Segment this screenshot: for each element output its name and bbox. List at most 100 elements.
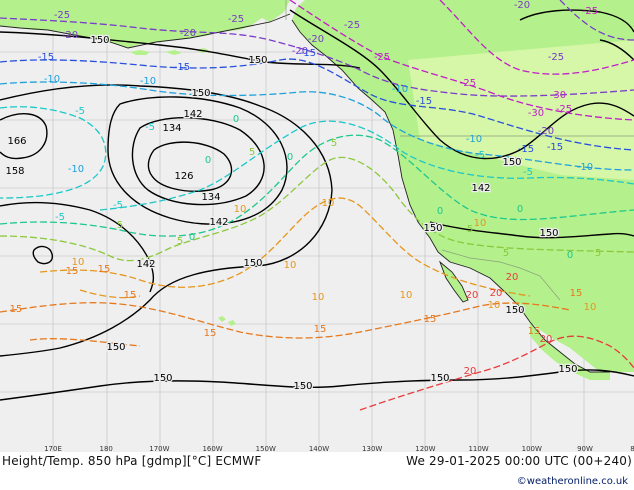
height-label: 142 — [209, 217, 228, 228]
source-credit: ©weatheronline.co.uk — [516, 476, 628, 487]
temperature-label: -5 — [75, 106, 85, 117]
height-label: 150 — [293, 381, 312, 392]
height-label: 150 — [248, 55, 267, 66]
height-label: 150 — [423, 223, 442, 234]
hawaii-islands — [218, 316, 236, 326]
height-label: 166 — [7, 136, 26, 147]
temperature-label: -5 — [475, 150, 485, 161]
temperature-label: 10 — [284, 260, 297, 271]
temperature-label: 10 — [72, 257, 85, 268]
height-label: 150 — [539, 228, 558, 239]
temperature-label: -10 — [466, 134, 482, 145]
temperature-label: -25 — [460, 78, 476, 89]
height-label: 150 — [90, 35, 109, 46]
temperature-label: 5 — [503, 248, 509, 259]
temperature-label: 0 — [233, 114, 239, 125]
temperature-label: 20 — [464, 366, 477, 377]
height-label: 134 — [201, 192, 220, 203]
temperature-label: 5 — [249, 147, 255, 158]
temperature-label: 10 — [322, 198, 335, 209]
temperature-label: -5 — [523, 167, 533, 178]
temperature-label: -25 — [344, 20, 360, 31]
temperature-label: -15 — [300, 48, 316, 59]
temperature-label: 15 — [66, 266, 79, 277]
temperature-label: -25 — [54, 10, 70, 21]
longitude-label: 80W — [630, 445, 634, 453]
temperature-label: -10 — [68, 164, 84, 175]
temperature-label: -5 — [145, 122, 155, 133]
temperature-label: 0 — [437, 206, 443, 217]
temperature-label: -20 — [538, 126, 554, 137]
temperature-label: 15 — [10, 304, 23, 315]
temperature-label: 10 — [474, 218, 487, 229]
temperature-label: 20 — [490, 288, 503, 299]
temperature-label: -15 — [174, 62, 190, 73]
height-label: 150 — [505, 305, 524, 316]
height-contours — [0, 9, 634, 401]
aleutian-islands — [130, 48, 210, 55]
height-label: 150 — [502, 157, 521, 168]
temperature-label: 0 — [205, 155, 211, 166]
map-title: Height/Temp. 850 hPa [gdmp][°C] ECMWF — [2, 454, 262, 468]
temperature-label: -5 — [113, 200, 123, 211]
longitude-axis: 170E 180 170W 160W 150W 140W 130W 120W 110W 100W 9… — [0, 445, 634, 457]
temperature-label: 0 — [517, 204, 523, 215]
height-label: 142 — [136, 259, 155, 270]
temperature-label: 10 — [312, 292, 325, 303]
longitude-label: 170W — [149, 445, 170, 453]
map-footer: Height/Temp. 850 hPa [gdmp][°C] ECMWF We… — [0, 452, 634, 490]
temperature-label: 10 — [400, 290, 413, 301]
land-masses — [0, 0, 634, 380]
temperature-label: 20 — [506, 272, 519, 283]
central-america-land — [530, 322, 610, 380]
temperature-label: 0 — [287, 152, 293, 163]
coastlines — [0, 0, 634, 373]
temperature-label: -15 — [38, 52, 54, 63]
north-america-inland — [408, 40, 634, 180]
longitude-label: 180 — [99, 445, 113, 453]
temperature-isotherms — [0, 0, 634, 411]
longitude-label: 170E — [44, 445, 62, 453]
longitude-label: 90W — [577, 445, 593, 453]
temperature-label: 15 — [204, 328, 217, 339]
valid-datetime: We 29-01-2025 00:00 UTC (00+240) — [406, 454, 632, 468]
temperature-label: -5 — [55, 212, 65, 223]
height-label: 150 — [430, 373, 449, 384]
temperature-label: 0 — [189, 232, 195, 243]
temperature-label: -10 — [577, 162, 593, 173]
alaska-land — [0, 0, 290, 48]
height-label: 142 — [471, 183, 490, 194]
temperature-isotherm-labels: -25 -25-25-20 -20-20-20-25-25-20-25-25-30-… — [10, 0, 602, 377]
temperature-label: 5 — [595, 248, 601, 259]
height-label: 150 — [191, 88, 210, 99]
height-label: 150 — [106, 342, 125, 353]
height-label: 142 — [183, 109, 202, 120]
temperature-label: 0 — [567, 250, 573, 261]
temperature-label: -25 — [374, 52, 390, 63]
temperature-label: 15 — [98, 264, 111, 275]
temperature-label: 5 — [117, 220, 123, 231]
height-label: 134 — [162, 123, 181, 134]
temperature-label: 15 — [314, 324, 327, 335]
temperature-label: 20 — [466, 290, 479, 301]
temperature-label: 10 — [234, 204, 247, 215]
temperature-label: -20 — [62, 30, 78, 41]
temperature-label: 5 — [467, 224, 473, 235]
temperature-label: -20 — [514, 0, 530, 11]
longitude-label: 140W — [308, 445, 330, 453]
temperature-label: -25 — [548, 52, 564, 63]
height-label: 150 — [558, 364, 577, 375]
temperature-label: 5 — [177, 236, 183, 247]
longitude-label: 110W — [468, 445, 489, 453]
longitude-label: 130W — [362, 445, 383, 453]
temperature-label: -10 — [392, 84, 408, 95]
longitude-label: 100W — [521, 445, 542, 453]
temperature-label: -15 — [518, 144, 534, 155]
temperature-label: -10 — [44, 74, 60, 85]
temperature-label: -25 — [228, 14, 244, 25]
height-label: 150 — [153, 373, 172, 384]
longitude-label: 120W — [415, 445, 436, 453]
temperature-label: -15 — [547, 142, 563, 153]
